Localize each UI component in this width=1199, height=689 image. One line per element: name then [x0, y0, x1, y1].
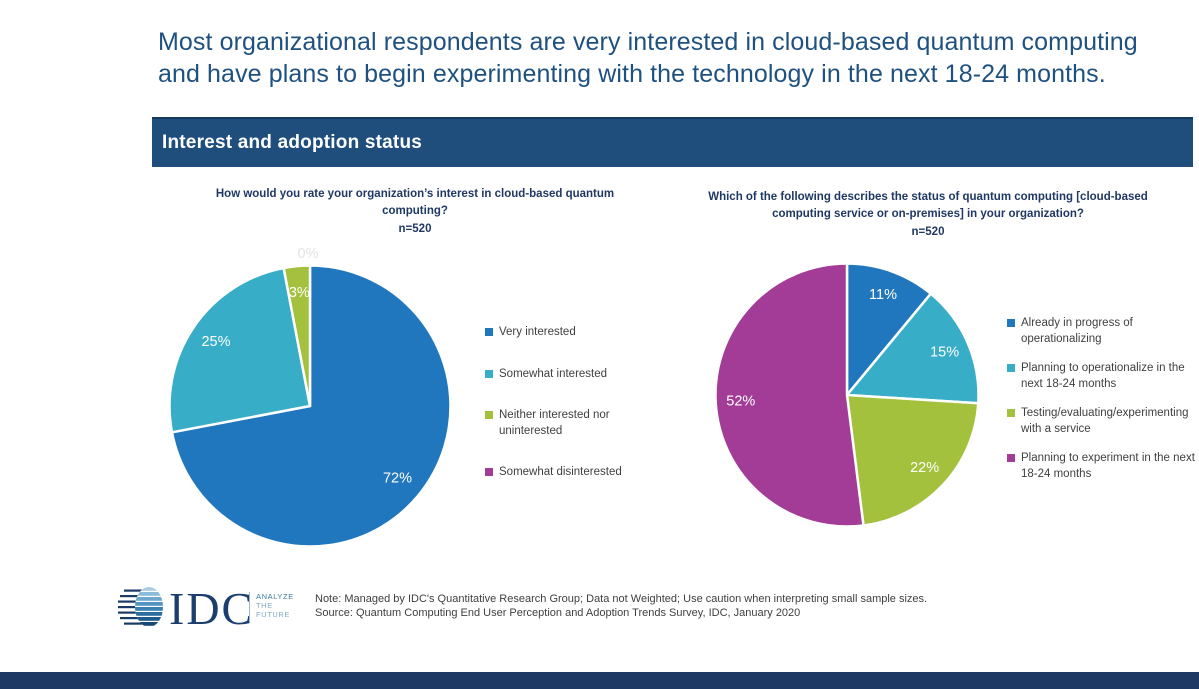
pie-slice — [168, 266, 312, 434]
legend-item: Planning to operationalize in the next 1… — [1007, 361, 1196, 392]
legend-item: Already in progress of operationalizing — [1007, 316, 1196, 347]
legend-color-swatch-icon — [1007, 319, 1015, 327]
section-banner-label: Interest and adoption status — [162, 132, 423, 153]
pie-data-label: 52% — [726, 394, 755, 410]
legend-color-swatch-icon — [485, 468, 493, 477]
pie-svg: 72% 25% 3% 0% — [168, 246, 452, 548]
pie-slice — [282, 264, 312, 408]
idc-logo-graphic: IDC ANALYZE THE FUTURE — [118, 583, 294, 634]
idc-tagline-line2: THE — [256, 601, 273, 610]
legend-item: Neither interested nor uninterested — [485, 408, 653, 439]
footer-note: Note: Managed by IDC's Quantitative Rese… — [315, 593, 928, 605]
legend-label: Testing/evaluating/experimenting with a … — [1021, 407, 1189, 435]
idc-logo-text: IDC — [169, 584, 254, 630]
legend-item: Testing/evaluating/experimenting with a … — [1007, 406, 1196, 437]
legend-label: Somewhat disinterested — [499, 466, 622, 479]
legend-item: Somewhat disinterested — [485, 465, 653, 481]
pie-svg: 11% 15% 22% 52% — [714, 262, 980, 528]
pie-chart-status: 11% 15% 22% 52% — [714, 262, 980, 528]
pie-data-label: 3% — [289, 285, 310, 301]
legend-color-swatch-icon — [1007, 364, 1015, 373]
pie-data-label: 0% — [298, 246, 319, 262]
chart-title-interest: How would you rate your organization’s i… — [200, 186, 630, 238]
idc-tagline-line1: ANALYZE — [256, 592, 294, 601]
pie-data-label: 72% — [383, 470, 412, 486]
legend-color-swatch-icon — [485, 411, 493, 420]
pie-slice — [714, 262, 865, 528]
footer-source: Source: Quantum Computing End User Perce… — [315, 606, 801, 619]
pie-chart-interest: 72% 25% 3% 0% — [168, 246, 452, 548]
chart-question-status: Which of the following describes the sta… — [708, 191, 1148, 221]
bottom-bar — [0, 672, 1199, 689]
legend-interest: Very interested Somewhat interested Neithe… — [485, 325, 653, 481]
legend-color-swatch-icon — [485, 369, 493, 378]
legend-label: Planning to experiment in the next 18-24… — [1021, 452, 1195, 480]
pie-data-label: 22% — [910, 460, 939, 476]
legend-label: Very interested — [499, 326, 576, 338]
idc-logo-lines-icon — [118, 589, 148, 625]
idc-globe-icon — [135, 587, 163, 626]
pie-slice — [845, 393, 980, 527]
legend-label: Neither interested nor uninterested — [499, 409, 610, 437]
legend-item: Somewhat interested — [485, 367, 653, 383]
legend-color-swatch-icon — [1007, 454, 1015, 463]
pie-data-label: 15% — [930, 345, 959, 361]
legend-color-swatch-icon — [1007, 409, 1015, 418]
chart-question-interest: How would you rate your organization’s i… — [215, 188, 615, 218]
page-title: Most organizational respondents are very… — [158, 28, 1138, 88]
pie-data-label: 11% — [869, 287, 897, 303]
section-banner: Interest and adoption status — [152, 117, 1193, 167]
legend-status: Already in progress of operationalizing P… — [1007, 316, 1196, 482]
footer-notes: Note: Managed by IDC's Quantitative Rese… — [315, 593, 1015, 621]
chart-sample-size-interest: n=520 — [398, 222, 432, 235]
idc-logo-divider — [249, 592, 250, 622]
legend-label: Planning to operationalize in the next 1… — [1021, 362, 1185, 390]
chart-sample-size-status: n=520 — [911, 225, 945, 238]
legend-label: Already in progress of operationalizing — [1021, 317, 1133, 345]
legend-item: Planning to experiment in the next 18-24… — [1007, 451, 1196, 482]
pie-slice — [845, 262, 933, 397]
idc-logo: IDC ANALYZE THE FUTURE — [118, 583, 300, 635]
pie-data-label: 25% — [201, 334, 230, 350]
legend-label: Somewhat interested — [499, 367, 608, 380]
chart-title-status: Which of the following describes the sta… — [698, 189, 1158, 241]
legend-color-swatch-icon — [485, 328, 493, 336]
pie-slice — [845, 292, 980, 405]
idc-tagline-line3: FUTURE — [256, 610, 290, 619]
legend-item: Very interested — [485, 325, 653, 341]
